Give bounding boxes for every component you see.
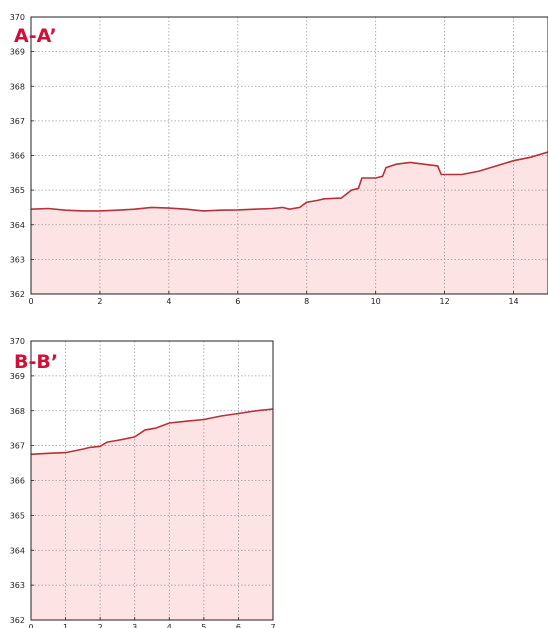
x-tick-label: 10 (371, 297, 381, 306)
profile-line (30, 408, 274, 456)
y-tick-label: 365 (10, 511, 25, 520)
y-tick-label: 363 (10, 255, 25, 264)
x-tick-label: 4 (166, 297, 171, 306)
x-tick-label: 6 (235, 297, 240, 306)
x-tick-label: 14 (508, 297, 518, 306)
chart-panel-b-b: 0 1 2 3 4 5 6 7 362 363 364 365 366 367 368 369 370 B-B’ (10, 337, 276, 628)
panel-title: B-B’ (14, 351, 58, 373)
x-tick-label: 5 (201, 623, 206, 628)
x-tick-label: 0 (28, 623, 33, 628)
y-tick-label: 365 (10, 186, 25, 195)
x-tick-label: 4 (167, 623, 172, 628)
y-tick-label: 364 (10, 221, 25, 230)
y-tick-label: 367 (10, 442, 25, 451)
y-tick-label: 362 (10, 290, 25, 299)
y-tick-label: 368 (10, 82, 25, 91)
y-tick-label: 367 (10, 117, 25, 126)
y-tick-label: 362 (10, 616, 25, 625)
profile-area-fill (31, 409, 273, 620)
chart-panel-a-a: 0 2 4 6 8 10 12 14 362 363 364 365 366 367 368 369 370 A-… (10, 13, 548, 306)
x-tick-label: 7 (270, 623, 275, 628)
y-tick-label: 368 (10, 407, 25, 416)
y-tick-label: 370 (10, 337, 25, 346)
x-tick-label: 0 (28, 297, 33, 306)
x-tick-label: 6 (236, 623, 241, 628)
x-tick-label: 12 (440, 297, 450, 306)
x-tick-label: 8 (304, 297, 309, 306)
y-tick-label: 366 (10, 477, 25, 486)
x-tick-label: 2 (98, 623, 103, 628)
x-tick-label: 1 (63, 623, 68, 628)
y-tick-label: 369 (10, 48, 25, 57)
y-tick-label: 370 (10, 13, 25, 22)
x-tick-label: 2 (97, 297, 102, 306)
y-tick-label: 366 (10, 152, 25, 161)
y-tick-label: 364 (10, 546, 25, 555)
profile-area-fill (31, 152, 548, 294)
y-tick-label: 363 (10, 581, 25, 590)
profile-line (30, 151, 548, 212)
y-tick-label: 369 (10, 372, 25, 381)
x-tick-label: 3 (132, 623, 137, 628)
panel-title: A-A’ (14, 25, 57, 47)
